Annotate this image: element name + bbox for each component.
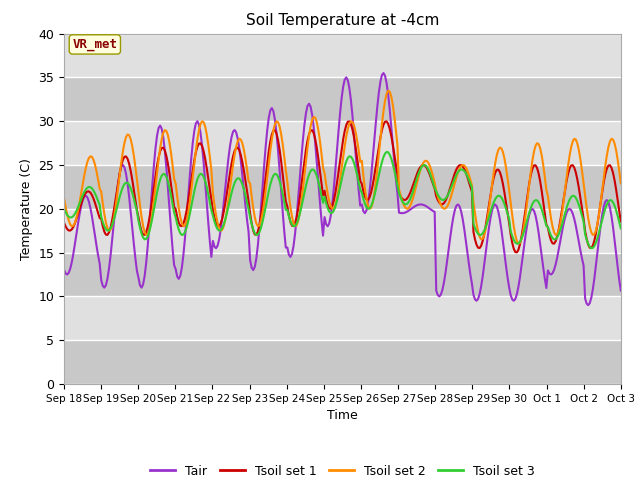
Tair: [226, 144, 234, 149]
Tair: [60, 267, 68, 273]
Tsoil set 1: [254, 228, 262, 234]
Tair: [254, 242, 262, 248]
Tsoil set 1: [303, 138, 311, 144]
Title: Soil Temperature at -4cm: Soil Temperature at -4cm: [246, 13, 439, 28]
Tsoil set 1: [244, 198, 252, 204]
Tsoil set 3: [244, 206, 252, 212]
Tair: [589, 286, 596, 292]
Tsoil set 2: [617, 180, 625, 186]
Tsoil set 1: [513, 250, 521, 255]
Tsoil set 2: [244, 179, 252, 184]
Tsoil set 2: [129, 143, 136, 149]
Y-axis label: Temperature (C): Temperature (C): [20, 158, 33, 260]
Tsoil set 2: [384, 88, 392, 94]
Tsoil set 2: [254, 223, 262, 229]
Tsoil set 3: [129, 190, 136, 196]
Tair: [380, 70, 387, 76]
Bar: [64, 252, 621, 296]
Tsoil set 3: [588, 245, 595, 251]
Bar: [64, 77, 621, 121]
Tsoil set 3: [589, 245, 596, 251]
Bar: [64, 340, 621, 384]
Bar: [64, 209, 621, 252]
Tsoil set 1: [383, 119, 390, 124]
Tsoil set 3: [383, 149, 390, 155]
Line: Tsoil set 1: Tsoil set 1: [64, 121, 621, 252]
Tsoil set 3: [303, 177, 311, 182]
Bar: [64, 296, 621, 340]
Tsoil set 2: [60, 195, 68, 201]
Tsoil set 1: [226, 170, 234, 176]
Legend: Tair, Tsoil set 1, Tsoil set 2, Tsoil set 3: Tair, Tsoil set 1, Tsoil set 2, Tsoil se…: [145, 460, 540, 480]
Tsoil set 3: [226, 197, 234, 203]
Tsoil set 2: [589, 232, 596, 238]
Text: VR_met: VR_met: [72, 38, 117, 51]
Tsoil set 1: [129, 177, 136, 182]
Line: Tsoil set 2: Tsoil set 2: [64, 91, 621, 244]
Tsoil set 2: [303, 145, 311, 151]
Tsoil set 3: [617, 226, 625, 231]
Tsoil set 1: [617, 219, 625, 225]
Tair: [584, 302, 592, 308]
Tsoil set 2: [515, 241, 522, 247]
Tsoil set 2: [226, 185, 234, 191]
Tsoil set 1: [589, 242, 596, 248]
Bar: [64, 165, 621, 209]
Tair: [244, 229, 252, 235]
Tsoil set 1: [60, 220, 68, 226]
Tair: [303, 103, 311, 109]
Tsoil set 3: [254, 232, 262, 238]
Tsoil set 3: [60, 206, 68, 212]
Tair: [617, 288, 625, 293]
Line: Tsoil set 3: Tsoil set 3: [64, 152, 621, 248]
Line: Tair: Tair: [64, 73, 621, 305]
Tair: [129, 225, 136, 230]
Bar: [64, 121, 621, 165]
X-axis label: Time: Time: [327, 409, 358, 422]
Bar: [64, 34, 621, 77]
